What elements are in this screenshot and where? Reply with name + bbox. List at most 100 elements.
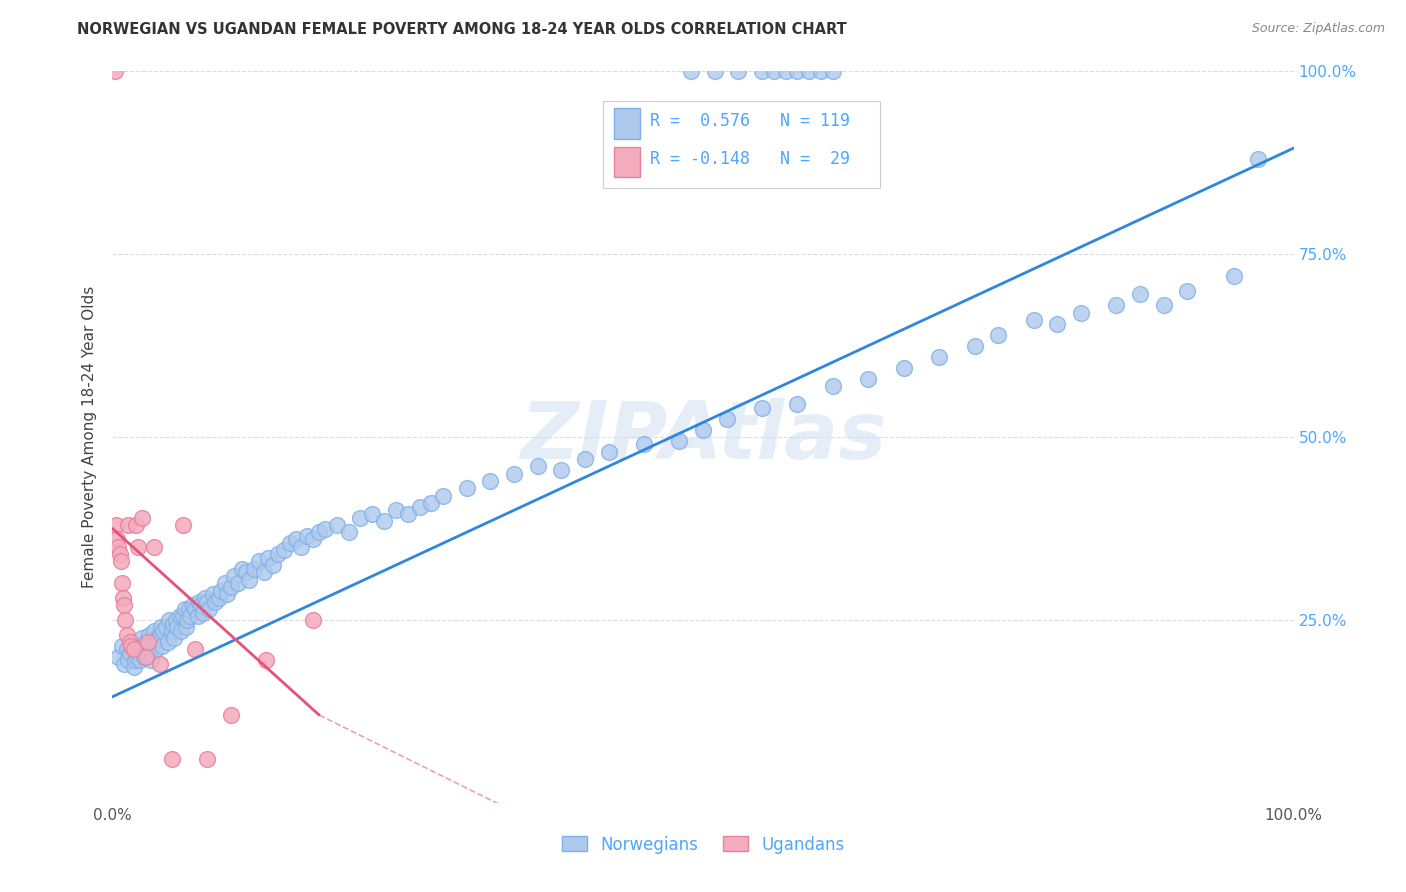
- Point: [127, 649, 149, 664]
- Point: [893, 360, 915, 375]
- Point: [111, 639, 134, 653]
- Point: [111, 576, 134, 591]
- Point: [1105, 298, 1128, 312]
- Point: [131, 510, 153, 524]
- Point: [349, 510, 371, 524]
- Point: [1070, 306, 1092, 320]
- Point: [172, 517, 194, 532]
- Point: [201, 587, 224, 601]
- Point: [120, 635, 142, 649]
- Text: R = -0.148   N =  29: R = -0.148 N = 29: [650, 151, 849, 169]
- Point: [326, 517, 349, 532]
- Point: [1046, 317, 1069, 331]
- Point: [117, 517, 139, 532]
- Point: [963, 338, 986, 352]
- Point: [799, 64, 821, 78]
- Point: [160, 624, 183, 638]
- FancyBboxPatch shape: [614, 108, 640, 138]
- Point: [297, 529, 319, 543]
- Point: [174, 620, 197, 634]
- Point: [134, 649, 156, 664]
- Point: [786, 64, 808, 78]
- Point: [224, 569, 246, 583]
- Point: [184, 642, 207, 657]
- Point: [163, 632, 186, 646]
- Point: [633, 437, 655, 451]
- Point: [219, 580, 242, 594]
- Point: [125, 517, 148, 532]
- Point: [112, 657, 135, 671]
- Point: [176, 613, 198, 627]
- Point: [141, 653, 163, 667]
- Point: [160, 752, 183, 766]
- Point: [681, 64, 703, 78]
- Point: [302, 613, 325, 627]
- Point: [135, 649, 157, 664]
- Point: [408, 500, 430, 514]
- Point: [120, 646, 142, 660]
- Point: [762, 64, 785, 78]
- Point: [1129, 287, 1152, 301]
- Point: [112, 591, 135, 605]
- Point: [231, 562, 253, 576]
- Point: [290, 540, 312, 554]
- Text: NORWEGIAN VS UGANDAN FEMALE POVERTY AMONG 18-24 YEAR OLDS CORRELATION CHART: NORWEGIAN VS UGANDAN FEMALE POVERTY AMON…: [77, 22, 846, 37]
- Point: [107, 540, 129, 554]
- Point: [105, 533, 128, 547]
- Point: [238, 573, 260, 587]
- Point: [166, 620, 188, 634]
- Point: [122, 660, 145, 674]
- Point: [127, 540, 149, 554]
- Point: [135, 635, 157, 649]
- Point: [142, 624, 165, 638]
- Point: [1223, 269, 1246, 284]
- Point: [214, 576, 236, 591]
- Point: [170, 624, 193, 638]
- Point: [108, 547, 131, 561]
- Point: [149, 620, 172, 634]
- Point: [115, 642, 138, 657]
- Point: [692, 423, 714, 437]
- Point: [117, 653, 139, 667]
- Point: [124, 653, 146, 667]
- Point: [181, 599, 204, 613]
- Point: [456, 481, 478, 495]
- Point: [751, 64, 773, 78]
- Point: [136, 635, 159, 649]
- Point: [187, 594, 209, 608]
- Point: [136, 646, 159, 660]
- Point: [257, 550, 280, 565]
- Point: [142, 540, 165, 554]
- Point: [262, 558, 284, 573]
- Point: [110, 554, 132, 568]
- Point: [184, 602, 207, 616]
- Point: [858, 371, 880, 385]
- Point: [1153, 298, 1175, 312]
- Point: [751, 401, 773, 415]
- Point: [208, 591, 231, 605]
- Point: [120, 639, 142, 653]
- Point: [361, 507, 384, 521]
- Point: [373, 514, 395, 528]
- Point: [194, 591, 217, 605]
- Point: [152, 624, 174, 638]
- Point: [115, 627, 138, 641]
- Point: [198, 602, 221, 616]
- Point: [284, 533, 307, 547]
- Point: [420, 496, 443, 510]
- Point: [810, 64, 832, 78]
- Point: [987, 327, 1010, 342]
- Y-axis label: Female Poverty Among 18-24 Year Olds: Female Poverty Among 18-24 Year Olds: [82, 286, 97, 588]
- Point: [114, 613, 136, 627]
- Point: [432, 489, 454, 503]
- Point: [337, 525, 360, 540]
- Point: [226, 576, 249, 591]
- Point: [195, 594, 218, 608]
- Point: [278, 536, 301, 550]
- Point: [235, 566, 257, 580]
- Point: [139, 642, 162, 657]
- Point: [150, 639, 173, 653]
- Point: [169, 609, 191, 624]
- Point: [155, 620, 177, 634]
- Point: [775, 64, 797, 78]
